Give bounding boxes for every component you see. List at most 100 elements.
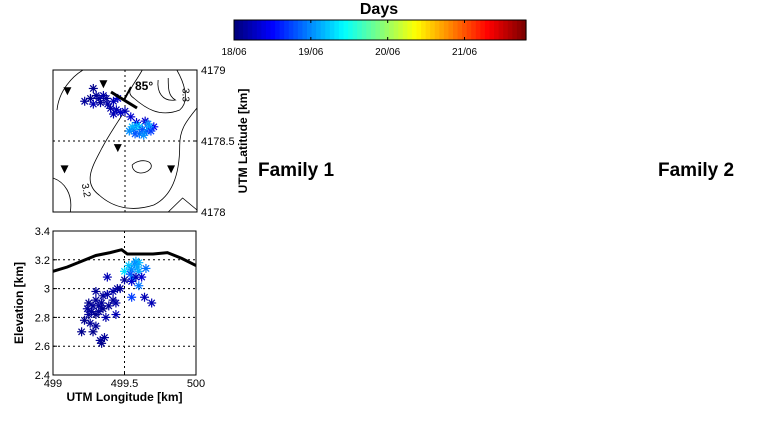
plot-area: 3.3 3.2 xyxy=(53,70,197,212)
colorbar-segment xyxy=(475,20,481,40)
topography-line xyxy=(53,248,196,273)
colorbar-tick-label: 20/06 xyxy=(375,47,400,58)
colorbar-segment xyxy=(434,20,440,40)
colorbar-segment xyxy=(357,20,363,40)
colorbar-segment xyxy=(480,20,486,40)
colorbar-segment xyxy=(288,20,294,40)
colorbar-segment xyxy=(302,20,308,40)
family-1-map-panel: 3.3 3.2 85° 4178 4178.5 4179 UTM Latitude [km] xyxy=(52,65,250,219)
y-tick-label: 3.2 xyxy=(35,255,50,267)
colorbar-segment xyxy=(484,20,491,40)
colorbar-segment xyxy=(521,20,527,40)
colorbar-segment xyxy=(389,20,395,40)
y-tick-label: 2.6 xyxy=(35,341,50,353)
colorbar-segment xyxy=(384,20,390,40)
colorbar-segment xyxy=(265,20,272,40)
angle-label: 85° xyxy=(135,79,153,93)
event-marker xyxy=(101,312,111,322)
y-tick-label: 3 xyxy=(44,284,50,296)
colorbar-segment xyxy=(489,20,495,40)
event-marker xyxy=(127,276,137,286)
colorbar-segment xyxy=(494,20,500,40)
event-marker xyxy=(91,295,101,305)
contour-line xyxy=(53,177,72,212)
event-marker xyxy=(91,321,101,331)
colorbar-segment xyxy=(380,20,386,40)
event-marker xyxy=(102,289,112,299)
colorbar-segment xyxy=(352,20,358,40)
colorbar-segment xyxy=(439,20,445,40)
colorbar-segment xyxy=(329,20,335,40)
event-marker xyxy=(102,272,112,282)
colorbar-segment xyxy=(443,20,450,40)
event-marker xyxy=(120,275,129,285)
colorbar-tick-label: 19/06 xyxy=(298,47,323,58)
colorbar-segment xyxy=(498,20,504,40)
y-tick-label: 4179 xyxy=(201,65,225,77)
colorbar-segment xyxy=(471,20,477,40)
event-marker xyxy=(80,96,90,106)
event-marker xyxy=(134,281,144,291)
event-marker xyxy=(91,286,101,296)
colorbar-segment xyxy=(430,20,436,40)
event-marker xyxy=(127,122,137,132)
colorbar-segment xyxy=(243,20,249,40)
family-1-longitude-section: 2.4 2.6 2.8 3 3.2 3.4 499 499.5 500 UTM Longitude… xyxy=(12,226,205,404)
colorbar-segment xyxy=(466,20,472,40)
event-marker xyxy=(111,298,121,308)
colorbar-segment xyxy=(325,20,331,40)
colorbar: Days 18/06 19/06 20/06 21/06 xyxy=(221,1,527,58)
colorbar-segment xyxy=(375,20,381,40)
x-axis-label: UTM Longitude [km] xyxy=(67,390,183,404)
station-marker xyxy=(63,87,72,96)
colorbar-segment xyxy=(507,20,513,40)
colorbar-segment xyxy=(402,20,408,40)
contour-line xyxy=(89,107,197,209)
event-marker xyxy=(88,99,98,109)
event-marker xyxy=(147,298,157,308)
colorbar-tick-label: 18/06 xyxy=(221,47,246,58)
colorbar-segment xyxy=(275,20,281,40)
colorbar-segment xyxy=(307,20,313,40)
event-marker xyxy=(124,126,134,136)
y-tick-label: 4178.5 xyxy=(201,136,235,148)
contour-line xyxy=(167,197,197,212)
colorbar-segment xyxy=(343,20,349,40)
event-marker xyxy=(137,272,147,282)
colorbar-frame xyxy=(233,19,527,41)
y-axis-label: Elevation [km] xyxy=(12,262,26,344)
event-marker xyxy=(94,307,104,317)
colorbar-segment xyxy=(348,20,354,40)
station-marker xyxy=(99,80,108,89)
colorbar-segment xyxy=(279,20,285,40)
colorbar-segment xyxy=(512,20,518,40)
station-marker xyxy=(113,144,122,153)
event-marker xyxy=(126,112,136,122)
colorbar-segment xyxy=(453,20,459,40)
contour-label: 3.3 xyxy=(180,88,191,102)
colorbar-tick-label: 21/06 xyxy=(452,47,477,58)
colorbar-segment xyxy=(338,20,345,40)
colorbar-segment xyxy=(416,20,422,40)
station-marker xyxy=(60,165,69,174)
colorbar-title: Days xyxy=(360,1,398,18)
event-marker xyxy=(88,83,98,93)
event-marker xyxy=(141,263,151,273)
colorbar-segment xyxy=(462,20,468,40)
y-tick-label: 2.4 xyxy=(35,370,50,382)
event-marker xyxy=(101,93,111,103)
colorbar-segment xyxy=(238,20,244,40)
event-marker xyxy=(88,327,98,337)
contour-line xyxy=(56,70,84,111)
event-marker xyxy=(96,98,106,108)
event-marker xyxy=(112,284,122,294)
event-marker xyxy=(140,292,150,302)
colorbar-segment xyxy=(256,20,262,40)
station-marker xyxy=(167,165,176,174)
event-marker xyxy=(84,310,94,320)
event-marker xyxy=(98,304,108,314)
colorbar-segment xyxy=(393,20,399,40)
contour-line xyxy=(157,77,177,101)
y-tick-label: 4178 xyxy=(201,207,225,219)
colorbar-segment xyxy=(398,20,404,40)
